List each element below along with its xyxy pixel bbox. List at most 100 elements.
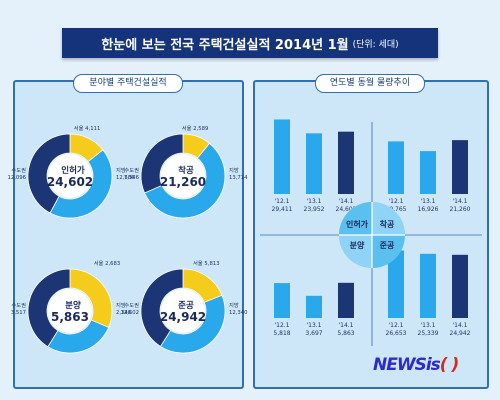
- bar-value-label: 23,952: [304, 206, 325, 213]
- bar-category: '12.1: [388, 198, 403, 205]
- bar-category: '13.1: [420, 322, 435, 329]
- donut-center-label: 인허가: [61, 165, 85, 176]
- left-panel-title: 분야별 주택건설실적: [73, 74, 183, 93]
- bar-2: [306, 295, 322, 318]
- badge-quadrant-4: [372, 235, 405, 268]
- donut-slice-3: [27, 133, 71, 214]
- slice-label-capital: 수도권: [11, 301, 26, 309]
- donut-slice-3: [140, 133, 184, 194]
- slice-label-capital: 수도권: [124, 166, 139, 174]
- badge-label-4: 준공: [380, 241, 395, 250]
- bar-category: '12.1: [274, 198, 289, 205]
- donut-hole: [48, 154, 92, 198]
- badge-label-1: 인허가: [346, 219, 369, 229]
- bar-1: [274, 119, 290, 194]
- slice-label-seoul: 서울 5,813: [193, 259, 220, 267]
- bar-1: [388, 250, 404, 318]
- slice-label-seoul: 서울 2,683: [94, 259, 121, 267]
- donut-hole: [161, 289, 205, 333]
- slice-label-local: 지방: [229, 301, 239, 309]
- slice-label-capital: 수도권: [124, 301, 139, 309]
- bar-value-label: 29,411: [272, 206, 293, 213]
- donut-slice-3: [140, 268, 184, 347]
- bar-value-label: 3,697: [305, 330, 322, 337]
- right-panel: 연도별 동월 물량추이: [253, 74, 489, 389]
- page-title: 한눈에 보는 전국 주택건설실적 2014년 1월: [101, 37, 349, 53]
- newsis-logo: NEWSis( ): [373, 355, 459, 375]
- badge-quadrant-3: [339, 235, 372, 268]
- badge-label-3: 분양: [350, 240, 365, 250]
- donut-hole: [161, 154, 205, 198]
- bar-category: '13.1: [306, 322, 321, 329]
- bar-value-label: 25,339: [418, 330, 439, 337]
- slice-value-local: 12,506: [116, 175, 135, 181]
- bar-3: [338, 282, 354, 318]
- bar-category: '12.1: [388, 322, 403, 329]
- bar-value-label: 24,602: [336, 206, 357, 213]
- bar-3: [452, 254, 468, 318]
- slice-value-capital: 12,096: [7, 175, 26, 181]
- bar-chart-2: '12.120,765 '13.116,926 '14.121,260: [386, 140, 471, 213]
- donut-center-value: 21,260: [160, 175, 206, 189]
- bar-3: [338, 131, 354, 194]
- donut-center-label: 착공: [178, 165, 194, 176]
- bar-category: '14.1: [452, 322, 467, 329]
- bar-value-label: 5,818: [273, 330, 290, 337]
- bar-value-label: 16,926: [418, 206, 439, 213]
- title-banner: 한눈에 보는 전국 주택건설실적 2014년 1월 (단위: 세대): [62, 28, 438, 58]
- donut-center-value: 24,602: [47, 175, 93, 189]
- bar-value-label: 24,942: [450, 330, 471, 337]
- bar-category: '13.1: [306, 198, 321, 205]
- donut-slice-2: [159, 294, 226, 354]
- slice-label-local: 지방: [116, 166, 126, 174]
- bar-2: [420, 253, 436, 318]
- bar-value-label: 5,863: [337, 330, 354, 337]
- slice-value-local: 13,714: [229, 175, 248, 181]
- donut-slice-2: [144, 142, 226, 219]
- slice-value-capital: 3,517: [11, 310, 26, 316]
- bar-category: '14.1: [452, 198, 467, 205]
- bar-chart-4: '12.126,653 '13.125,339 '14.124,942: [386, 250, 471, 337]
- donut-slice-3: [27, 268, 71, 348]
- donut-center-value: 5,863: [51, 310, 89, 324]
- slice-label-local: 지방: [229, 166, 239, 174]
- slice-label-seoul: 서울 2,589: [182, 124, 209, 132]
- badge-label-2: 착공: [380, 219, 395, 229]
- donut-slice-2: [49, 149, 113, 219]
- bar-category: '14.1: [338, 198, 353, 205]
- slice-label-local: 지방: [116, 301, 126, 309]
- bar-category: '14.1: [338, 322, 353, 329]
- bar-chart-1: '12.129,411 '13.123,952 '14.124,602: [272, 119, 357, 213]
- bar-2: [306, 133, 322, 194]
- bar-value-label: 21,260: [450, 206, 471, 213]
- slice-label-seoul: 서울 4,111: [74, 124, 101, 132]
- bar-value-label: 20,765: [386, 206, 407, 213]
- donut-center-label: 준공: [178, 301, 194, 311]
- badge-quadrant-1: [339, 202, 372, 235]
- donut-hole: [48, 289, 92, 333]
- right-panel-title: 연도별 동월 물량추이: [315, 74, 425, 93]
- bar-category: '12.1: [274, 322, 289, 329]
- bar-1: [388, 141, 404, 194]
- bar-2: [420, 151, 436, 194]
- slice-value-capital: 7,546: [124, 175, 140, 181]
- donut-center-value: 24,942: [160, 310, 206, 324]
- slice-label-capital: 수도권: [11, 166, 26, 174]
- badge-quadrant-2: [372, 202, 405, 235]
- bar-chart-3: '12.15,818 '13.13,697 '14.15,863: [273, 282, 355, 337]
- slice-value-local: 2,346: [116, 310, 132, 316]
- bar-category: '13.1: [420, 198, 435, 205]
- bar-1: [274, 283, 290, 318]
- unit-label: (단위: 세대): [352, 39, 399, 50]
- donut-center-label: 분양: [65, 300, 81, 311]
- slice-value-capital: 12,602: [120, 310, 139, 316]
- slice-value-local: 12,340: [229, 310, 248, 316]
- bar-3: [452, 140, 468, 194]
